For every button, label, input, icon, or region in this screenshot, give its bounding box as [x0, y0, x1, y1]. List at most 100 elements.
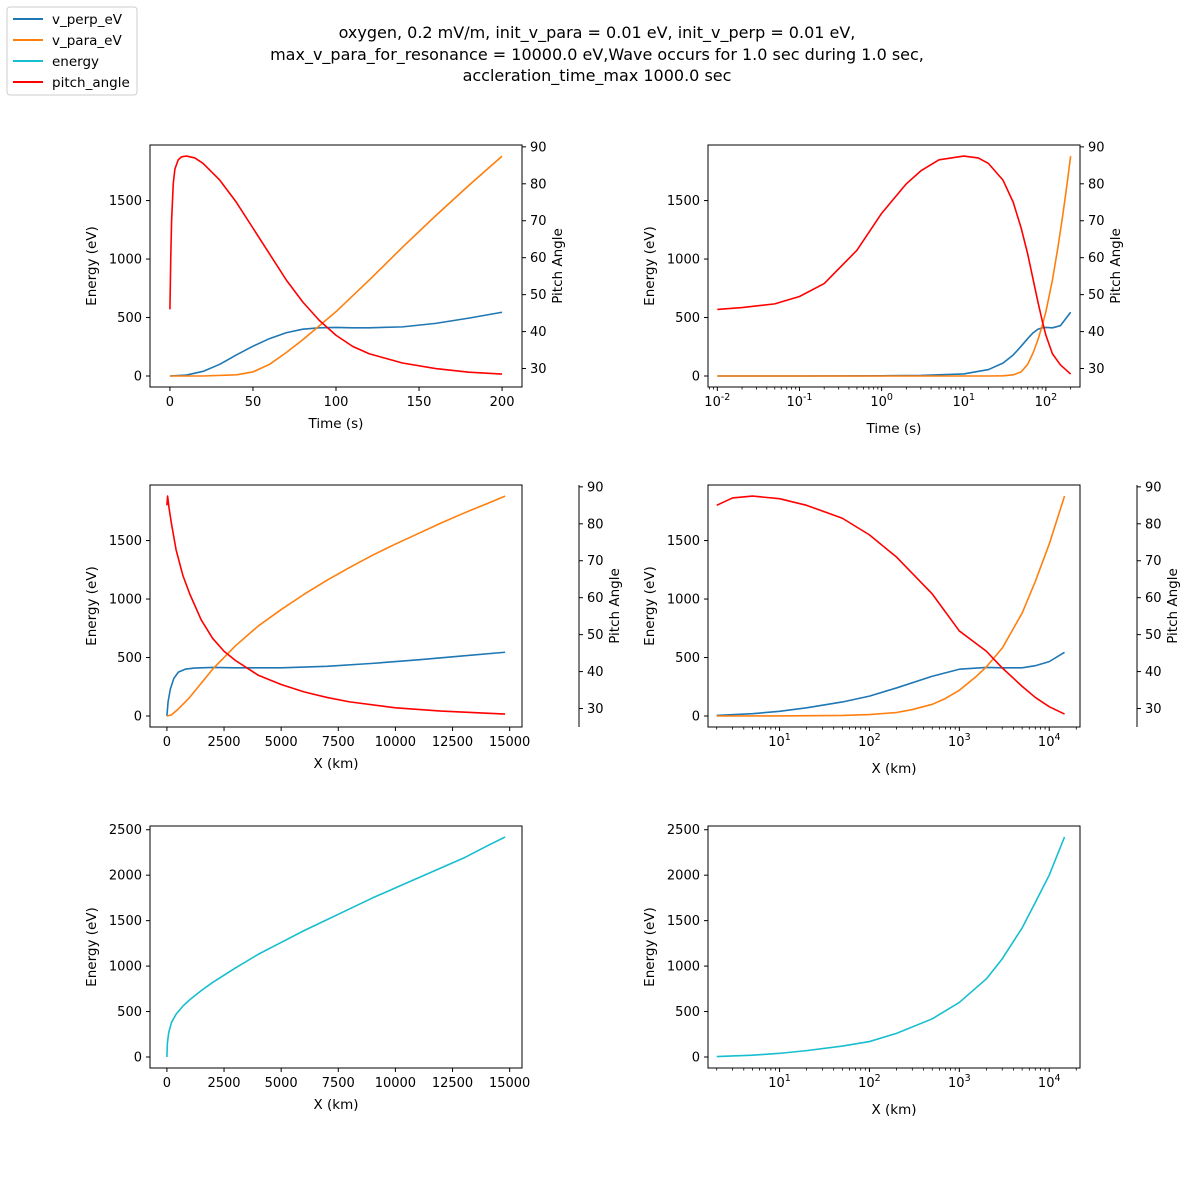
- plot-area: [150, 145, 522, 387]
- y2-axis-label: Pitch Angle: [550, 228, 566, 304]
- x-axis-label: X (km): [871, 761, 916, 777]
- x-tick-label: 103: [948, 1073, 971, 1091]
- x-tick-label: 15000: [489, 735, 530, 750]
- y-tick-label: 1000: [667, 593, 700, 608]
- series-line-v-para-ev: [716, 495, 1066, 717]
- y-tick-label: 500: [675, 1005, 700, 1020]
- x-tick-label: 104: [1038, 732, 1061, 750]
- y2-axis-label: Pitch Angle: [1165, 568, 1181, 644]
- y2-tick-label: 50: [587, 628, 604, 643]
- series-line-v-para-ev: [166, 495, 506, 717]
- x-tick-label: 0: [166, 395, 174, 410]
- figure-legend: v_perp_eV v_para_eV energy pitch_angle: [6, 6, 138, 96]
- figure-title-line-2: max_v_para_for_resonance = 10000.0 eV,Wa…: [270, 45, 924, 65]
- plot-area: [150, 826, 522, 1068]
- y2-tick-label: 60: [587, 591, 604, 606]
- y2-tick-label: 90: [587, 480, 604, 495]
- x-tick-label: 12500: [432, 1076, 473, 1091]
- figure-title-line-1: oxygen, 0.2 mV/m, init_v_para = 0.01 eV,…: [339, 23, 856, 43]
- y-tick-label: 1000: [667, 253, 700, 268]
- y-tick-label: 500: [117, 651, 142, 666]
- y-tick-label: 1500: [667, 534, 700, 549]
- y2-tick-label: 60: [1088, 251, 1105, 266]
- y-tick-label: 500: [117, 1005, 142, 1020]
- x-tick-label: 200: [490, 395, 515, 410]
- panel-bottom-right: 101 102 103 104 0 500 1000 1500 2000 2500 X (km) En…: [642, 823, 1081, 1118]
- x-axis-label: Time (s): [308, 416, 364, 432]
- y2-tick-label: 70: [1145, 554, 1162, 569]
- y2-tick-label: 70: [587, 554, 604, 569]
- y2-tick-label: 80: [587, 517, 604, 532]
- x-tick-label: 12500: [432, 735, 473, 750]
- y2-axis-label: Pitch Angle: [607, 568, 623, 644]
- y-tick-label: 1000: [109, 960, 142, 975]
- x-tick-label: 101: [768, 1073, 791, 1091]
- y-tick-label: 1500: [667, 194, 700, 209]
- y2-tick-label: 90: [1088, 140, 1105, 155]
- x-tick-label: 15000: [489, 1076, 530, 1091]
- x-tick-label: 5000: [265, 1076, 298, 1091]
- y2-tick-label: 80: [1088, 177, 1105, 192]
- y2-tick-label: 40: [1088, 325, 1105, 340]
- x-tick-label: 102: [1035, 392, 1058, 410]
- y-tick-label: 500: [117, 311, 142, 326]
- panel-bottom-left: 0 2500 5000 7500 10000 12500 15000 0 500 1000 1500…: [84, 823, 530, 1113]
- y-tick-label: 500: [675, 311, 700, 326]
- series-line-pitch-angle: [716, 495, 1065, 715]
- x-tick-label: 0: [163, 1076, 171, 1091]
- x-axis-label: X (km): [871, 1102, 916, 1118]
- x-tick-label: 104: [1038, 1073, 1061, 1091]
- plot-frame: [707, 484, 1081, 728]
- x-tick-label: 10-1: [786, 392, 812, 410]
- y2-tick-label: 40: [587, 665, 604, 680]
- y-axis-label: Energy (eV): [84, 907, 100, 987]
- y2-tick-label: 90: [530, 140, 547, 155]
- legend-label-pitch-angle: pitch_angle: [52, 75, 130, 91]
- plot-area: [708, 485, 1080, 727]
- y2-tick-label: 90: [1145, 480, 1162, 495]
- y-tick-label: 0: [692, 710, 700, 725]
- x-tick-label: 50: [245, 395, 262, 410]
- x-tick-label: 101: [768, 732, 791, 750]
- panel-middle-left: 0 2500 5000 7500 10000 12500 15000 0 500 1000 1500…: [84, 480, 623, 772]
- x-axis-label: X (km): [313, 756, 358, 772]
- y2-tick-label: 80: [1145, 517, 1162, 532]
- x-tick-label: 10-2: [704, 392, 730, 410]
- y-tick-label: 1000: [667, 960, 700, 975]
- series-line-pitch-angle: [169, 155, 503, 375]
- y2-tick-label: 70: [1088, 214, 1105, 229]
- plot-frame: [149, 825, 523, 1069]
- y-tick-label: 1500: [109, 534, 142, 549]
- series-line-pitch-angle: [717, 155, 1072, 375]
- y2-tick-label: 50: [530, 288, 547, 303]
- x-tick-label: 102: [858, 732, 881, 750]
- x-tick-label: 102: [858, 1073, 881, 1091]
- series-line-v-perp-ev: [166, 651, 506, 717]
- y-tick-label: 0: [134, 370, 142, 385]
- y2-tick-label: 30: [530, 362, 547, 377]
- y-tick-label: 2500: [109, 823, 142, 838]
- y-tick-label: 0: [134, 1051, 142, 1066]
- y2-tick-label: 50: [1088, 288, 1105, 303]
- plot-frame: [149, 484, 523, 728]
- y2-axis-label: Pitch Angle: [1108, 228, 1124, 304]
- x-tick-label: 7500: [322, 735, 355, 750]
- series-line-v-para-ev: [169, 155, 503, 377]
- x-axis-label: X (km): [313, 1097, 358, 1113]
- panel-top-left: 0 50 100 150 200 0 500 1000 1500 Time (s) Energy (…: [84, 140, 566, 432]
- plot-area: [708, 826, 1080, 1068]
- x-tick-label: 101: [952, 392, 975, 410]
- y2-tick-label: 30: [587, 702, 604, 717]
- y-axis-label: Energy (eV): [84, 566, 100, 646]
- figure-title: oxygen, 0.2 mV/m, init_v_para = 0.01 eV,…: [270, 23, 924, 86]
- y-tick-label: 0: [692, 1051, 700, 1066]
- y2-tick-label: 40: [530, 325, 547, 340]
- x-tick-label: 10000: [375, 1076, 416, 1091]
- legend-label-energy: energy: [52, 54, 99, 70]
- x-tick-label: 100: [324, 395, 349, 410]
- figure-title-line-3: accleration_time_max 1000.0 sec: [463, 66, 732, 86]
- y-axis-label: Energy (eV): [84, 226, 100, 306]
- y-axis-label: Energy (eV): [642, 226, 658, 306]
- plot-frame: [707, 825, 1081, 1069]
- series-line-v-perp-ev: [169, 311, 503, 377]
